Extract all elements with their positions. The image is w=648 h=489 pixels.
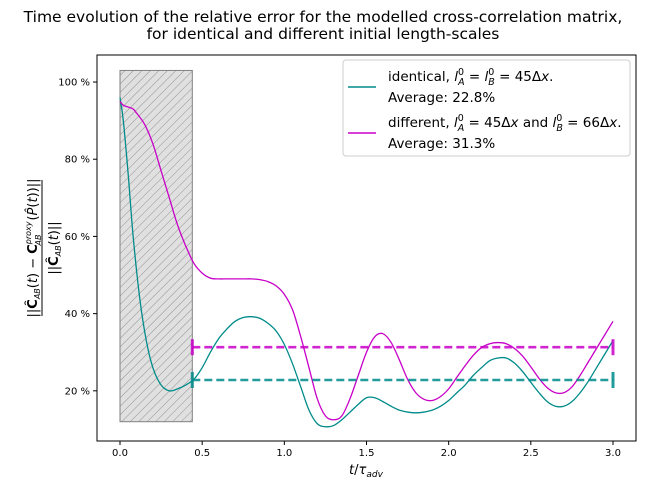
svg-text:||ĈAB(t) − CproxyAB(P̂(t))||: ||ĈAB(t) − CproxyAB(P̂(t))|| xyxy=(24,179,43,318)
y-tick-label: 60 % xyxy=(65,232,90,243)
shaded-region xyxy=(119,69,193,423)
legend-box xyxy=(342,59,631,157)
x-tick-label: 0.5 xyxy=(194,448,210,459)
x-tick-label: 2.5 xyxy=(523,448,539,459)
chart-title-line-1: Time evolution of the relative error for… xyxy=(23,8,623,26)
y-axis-label: ||ĈAB(t) − CproxyAB(P̂(t))|| ||ĈAB(t)|| xyxy=(24,179,63,318)
x-tick-label: 1.0 xyxy=(276,448,292,459)
x-axis-label: t/τadv xyxy=(349,463,384,480)
x-tick-label: 0.0 xyxy=(112,448,128,459)
x-ticks-layer: 0.0 0.5 1.0 1.5 2.0 2.5 3.0 xyxy=(112,441,621,459)
average-lines-layer xyxy=(190,339,615,389)
y-tick-label: 100 % xyxy=(58,78,90,89)
legend-different-line1: different, l0 A = 45Δx and l0 B = 66Δx. xyxy=(388,113,621,134)
legend-identical-line1: identical, l0 A = l0 B = 45Δx. xyxy=(388,67,553,88)
y-tick-label: 80 % xyxy=(65,155,90,166)
plot-frame xyxy=(96,54,637,442)
legend-identical-average: Average: 22.8% xyxy=(388,90,495,106)
shaded-region-layer xyxy=(119,69,193,423)
x-tick-label: 2.0 xyxy=(441,448,457,459)
svg-text:||ĈAB(t)||: ||ĈAB(t)|| xyxy=(46,221,63,274)
legend-different-average: Average: 31.3% xyxy=(388,136,495,152)
x-tick-label: 3.0 xyxy=(605,448,621,459)
series-line-different xyxy=(119,100,614,421)
chart-title-line-2: for identical and different initial leng… xyxy=(147,25,500,43)
legend: identical, l0 A = l0 B = 45Δx. Average: 22… xyxy=(342,59,631,157)
x-tick-label: 1.5 xyxy=(359,448,375,459)
y-tick-label: 20 % xyxy=(65,386,90,397)
y-tick-label: 40 % xyxy=(65,309,90,320)
y-ticks-layer: 20 % 40 % 60 % 80 % 100 % xyxy=(58,78,97,397)
